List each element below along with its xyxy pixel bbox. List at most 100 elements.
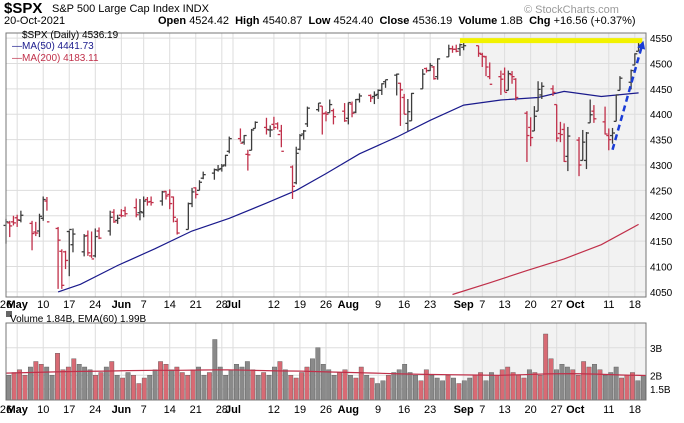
x-tick-label-volume: 19 (294, 404, 306, 416)
close-value: 4536.19 (412, 15, 453, 27)
volume-tick-label: 2B (650, 371, 663, 382)
ohlc-bar (457, 43, 463, 56)
volume-bar (342, 369, 348, 401)
volume-bar (413, 375, 418, 401)
ohlc-bar (349, 101, 355, 118)
x-tick-label: 26 (320, 299, 332, 311)
ohlc-bar (215, 165, 221, 172)
ohlc-bar (409, 92, 415, 122)
volume-bar (380, 380, 386, 401)
volume-bar (510, 372, 516, 401)
x-tick-label-volume: 11 (603, 404, 614, 416)
ohlc-bar (487, 62, 493, 85)
volume-bar (548, 358, 554, 401)
ohlc-bar (342, 103, 348, 122)
price-tick-label: 4500 (650, 59, 673, 70)
volume-bar (564, 366, 570, 401)
x-tick-label-volume: May (6, 404, 28, 416)
volume-label: Volume (458, 15, 498, 27)
x-tick-label: May (6, 299, 28, 311)
ohlc-bar (275, 122, 281, 136)
volume-bar (385, 375, 391, 401)
volume-bar (358, 366, 364, 401)
volume-bar (250, 369, 256, 401)
ohlc-bar (531, 106, 537, 132)
volume-bar (451, 377, 456, 401)
volume-bar (537, 375, 543, 401)
ohlc-bar (371, 91, 377, 105)
price-tick-label: 4200 (650, 212, 673, 223)
x-tick-label-volume: 10 (37, 404, 49, 416)
volume-bar (98, 372, 104, 401)
open-value: 4524.42 (189, 15, 229, 27)
quote-date: 20-Oct-2021 (4, 15, 66, 27)
volume-bar (261, 372, 267, 401)
volume-bar (49, 375, 55, 401)
x-tick-label: 7 (141, 299, 147, 311)
volume-bar (93, 375, 98, 401)
x-tick-label-volume: 7 (479, 404, 485, 416)
volume-bar (201, 375, 207, 401)
ohlc-bar (535, 81, 541, 112)
ohlc-bar (319, 105, 325, 135)
volume-bar (369, 377, 375, 401)
ohlc-bar (189, 187, 195, 208)
ohlc-bar (606, 128, 612, 151)
volume-bar (543, 333, 549, 401)
ohlc-bar (115, 214, 121, 224)
volume-value: 1.8B (500, 15, 523, 27)
ohlc-bar (111, 209, 117, 223)
chg-value: +16.56 (+0.37%) (553, 15, 636, 27)
x-tick-label: 14 (164, 299, 176, 311)
ohlc-bar (345, 101, 351, 125)
ohlc-bar (29, 220, 35, 251)
volume-bar (592, 364, 597, 401)
volume-bar (223, 375, 229, 401)
volume-bar (17, 369, 22, 401)
x-tick-label-volume: Aug (338, 404, 359, 416)
volume-bar (125, 372, 131, 401)
open-label: Open (158, 15, 187, 27)
volume-bar (407, 372, 413, 401)
ohlc-bar (476, 45, 482, 57)
ohlc-bar (304, 106, 310, 127)
ohlc-bar (383, 79, 389, 88)
volume-bar (190, 369, 196, 401)
chg-label: Chg (529, 15, 551, 27)
volume-bar (33, 361, 39, 401)
volume-bar (120, 377, 126, 401)
ohlc-bar (550, 85, 556, 96)
x-tick-label-volume: 20 (525, 404, 537, 416)
ohlc-bar (249, 128, 255, 151)
volume-bar (206, 372, 212, 401)
volume-bar (6, 375, 12, 401)
ohlc-bar (10, 215, 16, 226)
volume-bar (87, 369, 93, 401)
x-tick-label: 13 (498, 299, 510, 311)
ohlc-bar (40, 196, 46, 221)
ohlc-bar (92, 228, 98, 258)
ohlc-bar (330, 108, 336, 125)
price-tick-label: 4150 (650, 237, 673, 248)
volume-bar (478, 372, 483, 401)
volume-bar (440, 380, 446, 401)
ohlc-bar (613, 94, 619, 122)
volume-bar (640, 375, 646, 401)
volume-bar (570, 369, 576, 401)
ohlc-bar (420, 69, 426, 90)
quote-line: Open 4524.42 High 4540.87 Low 4524.40 Cl… (158, 15, 636, 27)
volume-bar (331, 375, 337, 401)
ohlc-bar (498, 70, 504, 95)
volume-bar (581, 361, 587, 401)
ohlc-bar (483, 55, 489, 77)
ohlc-bar (427, 62, 433, 72)
volume-bar (147, 375, 153, 401)
volume-bar (375, 383, 380, 401)
volume-bar (337, 372, 342, 401)
x-tick-label: 23 (424, 299, 436, 311)
ohlc-bar (557, 121, 563, 143)
ohlc-bar (196, 180, 202, 192)
volume-bar (364, 375, 370, 401)
